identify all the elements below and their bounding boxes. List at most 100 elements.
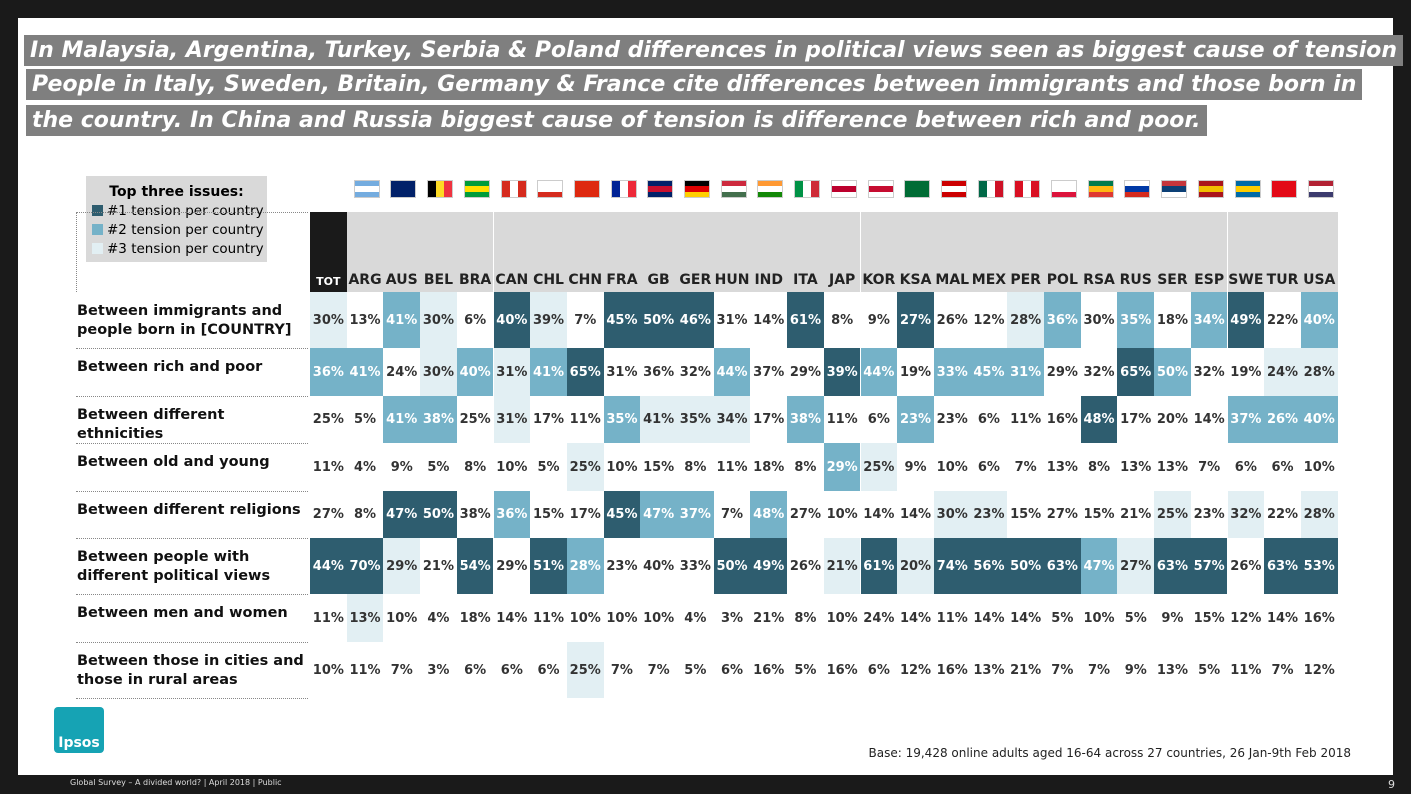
separator [76, 594, 308, 595]
cell: 25% [312, 412, 344, 427]
cell: 18% [753, 459, 785, 475]
cell: 6% [1234, 459, 1257, 475]
cell: 25% [566, 443, 604, 491]
cell: 16% [1303, 610, 1335, 626]
flag-stripe [1308, 186, 1333, 192]
cell: 18% [459, 610, 491, 626]
cell: 45% [603, 491, 641, 538]
cell: 25% [566, 642, 604, 698]
cell: 9% [1161, 610, 1184, 626]
cell: 34% [713, 396, 751, 443]
cell: 6% [977, 459, 1000, 475]
cell: 11% [826, 412, 858, 427]
flag [1234, 180, 1261, 198]
flag-stripe [627, 181, 636, 197]
cell: 10% [386, 610, 418, 626]
cell: 33% [679, 558, 711, 574]
flag [390, 180, 417, 198]
row-label: Between immigrants and people born in [C… [77, 303, 292, 338]
cell: 32% [1083, 364, 1115, 380]
cell: 8% [794, 459, 817, 475]
cell: 31% [606, 364, 638, 380]
flag-stripe [978, 181, 987, 197]
cell: 32% [1193, 364, 1225, 380]
cell: 48% [750, 491, 788, 538]
cell: 26% [1230, 558, 1262, 574]
cell: 45% [603, 292, 641, 348]
cell: 7% [720, 507, 744, 522]
column-header: FRA [603, 212, 641, 292]
flag-stripe [574, 186, 599, 192]
flag-stripe [685, 191, 709, 197]
column-header: JAP [823, 212, 861, 292]
flag-stripe [905, 191, 930, 197]
cell: 30% [1083, 312, 1115, 328]
cell: 11% [716, 459, 748, 475]
flag-stripe [354, 186, 379, 192]
column-header: CHL [530, 212, 567, 292]
separator [76, 348, 308, 349]
cell: 11% [569, 412, 601, 427]
cell: 23% [897, 396, 934, 443]
column-header: ESP [1190, 212, 1228, 292]
cell: 6% [464, 662, 487, 678]
row-label: Between different religions [77, 502, 301, 518]
cell: 49% [750, 538, 788, 594]
cell: 14% [1010, 610, 1042, 626]
cell: 46% [677, 292, 714, 348]
flag-stripe [1272, 181, 1297, 187]
cell: 50% [640, 292, 677, 348]
flag-stripe [1198, 186, 1223, 192]
cell: 8% [831, 312, 854, 328]
cell: 17% [569, 507, 601, 522]
cell: 16% [826, 662, 858, 678]
cell: 10% [826, 610, 858, 626]
legend-swatch [92, 243, 103, 254]
flag-stripe [611, 181, 620, 197]
cell: 8% [794, 610, 817, 626]
cell: 50% [713, 538, 751, 594]
cell: 25% [1154, 491, 1191, 538]
cell: 8% [1087, 459, 1111, 475]
cell: 40% [1300, 292, 1338, 348]
cell: 5% [1051, 610, 1074, 626]
cell: 10% [496, 459, 528, 475]
cell: 18% [1156, 312, 1188, 328]
flag-stripe [1235, 186, 1260, 192]
row-label: Between different ethnicities [77, 407, 225, 442]
flag-stripe [685, 186, 709, 192]
cell: 29% [383, 538, 421, 594]
flag [500, 180, 527, 198]
flag-stripe [391, 181, 416, 187]
cell: 22% [1266, 312, 1299, 328]
flag-stripe [1052, 181, 1076, 187]
flag-stripe [685, 181, 709, 187]
cell: 37% [753, 364, 785, 380]
cell: 31% [493, 348, 531, 396]
flag-stripe [795, 181, 804, 197]
cell: 63% [1044, 538, 1081, 594]
cell: 28% [566, 538, 604, 594]
cell: 7% [574, 312, 597, 328]
cell: 35% [1117, 292, 1155, 348]
cell: 47% [383, 491, 421, 538]
column-header: GB [640, 212, 677, 292]
column-header: ITA [787, 212, 824, 292]
cell: 3% [720, 610, 744, 626]
flag [1161, 180, 1188, 198]
cell: 15% [532, 507, 565, 522]
cell: 14% [899, 507, 932, 522]
legend-label: #3 tension per country [107, 240, 264, 257]
page-number: 9 [1388, 778, 1395, 791]
flag-stripe [1125, 191, 1150, 197]
cell: 21% [823, 538, 861, 594]
cell: 56% [970, 538, 1008, 594]
column-header: RUS [1117, 212, 1155, 292]
flag-stripe [464, 181, 489, 187]
cell: 70% [346, 538, 384, 594]
flag-stripe [391, 191, 416, 197]
cell: 31% [493, 396, 531, 443]
cell: 13% [349, 312, 381, 328]
cell: 21% [1120, 507, 1152, 522]
cell: 5% [684, 662, 707, 678]
